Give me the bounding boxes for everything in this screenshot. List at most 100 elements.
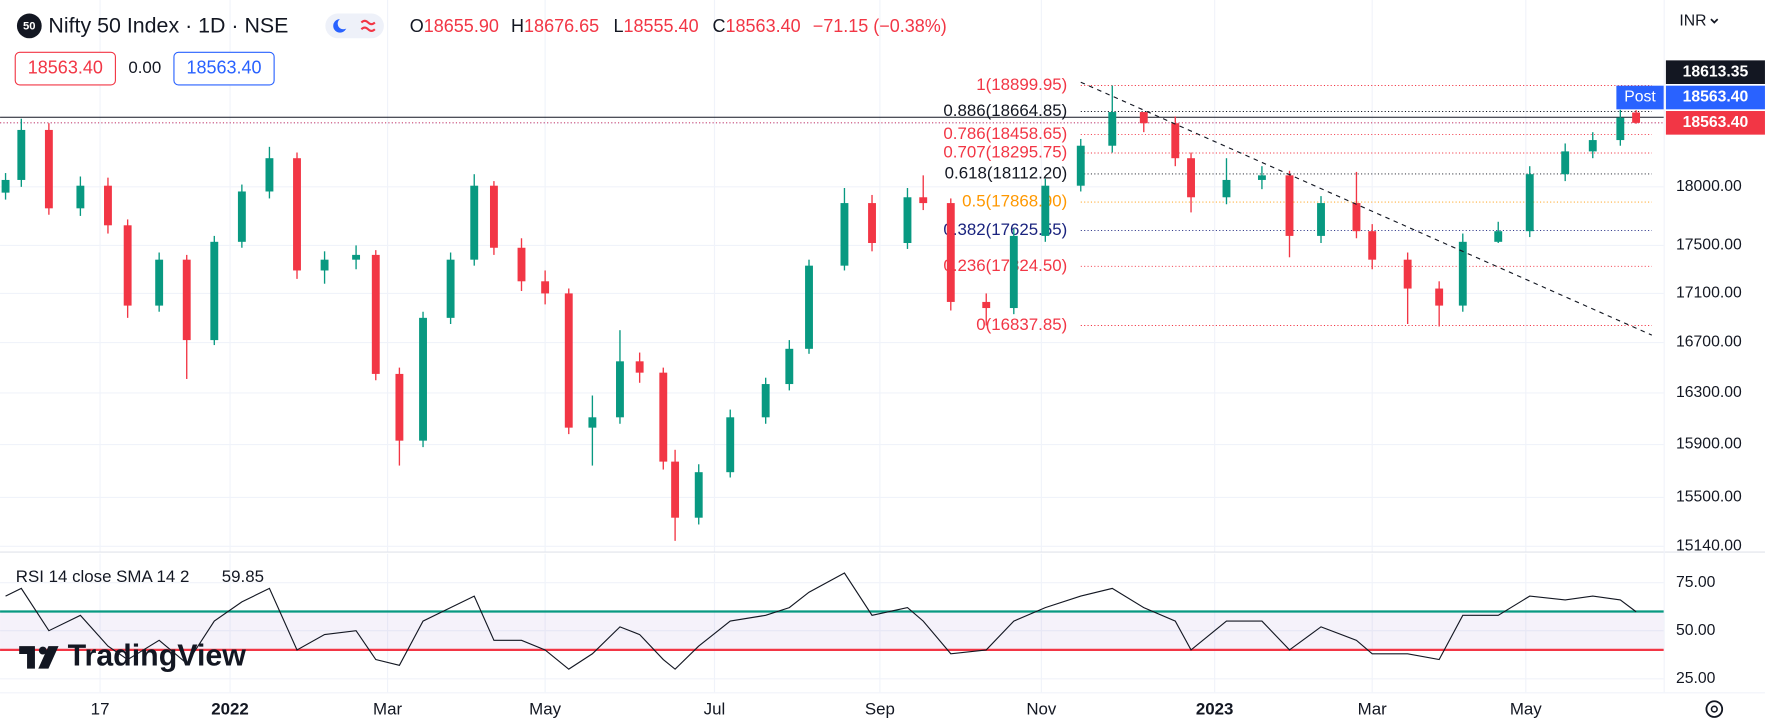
- price-label-bg: [1665, 85, 1765, 110]
- symbol-title[interactable]: Nifty 50 Index · 1D · NSE: [48, 14, 288, 38]
- fib-label: 0.786(18458.65): [943, 124, 1067, 143]
- candle-body: [616, 361, 624, 418]
- rsi-value: 59.85: [222, 567, 264, 586]
- price-tag-bg: [1616, 85, 1664, 110]
- grid: [0, 0, 1664, 693]
- ohlc-value: 18676.65: [524, 16, 599, 36]
- candle-body: [76, 185, 85, 209]
- candle-body: [371, 254, 380, 374]
- sell-price: 18563.40: [28, 57, 103, 77]
- watermark-logo: [19, 646, 59, 669]
- y-tick-label: 17500.00: [1676, 237, 1742, 254]
- price-label: 18563.40: [1683, 114, 1749, 131]
- candle-body: [104, 185, 112, 226]
- candle-body: [17, 129, 26, 180]
- ohlc-item: L18555.40: [613, 16, 698, 36]
- settings-icon[interactable]: [1705, 700, 1724, 718]
- candle-body: [1368, 231, 1377, 260]
- fib-label: 0.236(17324.50): [943, 256, 1067, 275]
- ohlc-item: C18563.40: [713, 16, 801, 36]
- currency[interactable]: INR: [1679, 13, 1706, 30]
- y-tick-label: 15140.00: [1676, 537, 1742, 554]
- y-tick-label: 25.00: [1676, 670, 1716, 687]
- ohlc-legend: O18655.90 H18676.65 L18555.40 C18563.40: [410, 16, 801, 36]
- candle-body: [1139, 112, 1148, 124]
- fib-label: 0(16837.85): [976, 315, 1067, 334]
- candle-body: [1616, 117, 1625, 141]
- x-tick-label: Sep: [865, 700, 895, 719]
- candle-body: [210, 241, 219, 341]
- candle-body: [541, 281, 550, 294]
- candle-body: [446, 259, 455, 318]
- chevron: [1710, 18, 1719, 24]
- moon-icon: [337, 18, 349, 30]
- rsi-title: RSI 14 close SMA 14 2: [16, 567, 190, 586]
- candle-body: [1458, 241, 1467, 306]
- candle-body: [1108, 112, 1117, 146]
- ohlc-value: 18555.40: [624, 16, 699, 36]
- y-tick-label: 18000.00: [1676, 178, 1742, 195]
- y-tick-label: 75.00: [1676, 574, 1716, 591]
- candle-body: [635, 361, 644, 373]
- ohlc-key: C: [713, 16, 726, 36]
- ohlc-key: H: [511, 16, 524, 36]
- y-tick-label: 50.00: [1676, 622, 1716, 639]
- candle-body: [1076, 145, 1085, 186]
- rsi-band-fill: [0, 611, 1664, 650]
- badge-text: 50: [23, 20, 36, 32]
- y-tick-label: 15900.00: [1676, 436, 1742, 453]
- candle-body: [671, 461, 680, 518]
- candle-body: [805, 265, 813, 349]
- fib-label: 0.886(18664.85): [943, 101, 1067, 120]
- x-tick-label: Mar: [373, 700, 402, 719]
- watermark: TradingView: [68, 638, 247, 672]
- ohlc-key: L: [613, 16, 623, 36]
- x-tick-label: Mar: [1358, 700, 1387, 719]
- candle-body: [1525, 174, 1534, 232]
- x-tick-label: 17: [91, 700, 110, 719]
- candle-body: [1561, 151, 1570, 175]
- candle-body: [1009, 235, 1018, 309]
- fib-label: 0.707(18295.75): [943, 142, 1067, 161]
- candle-body: [868, 203, 876, 244]
- wave-icon: [360, 19, 376, 32]
- candle-body: [1041, 185, 1050, 236]
- candle-body: [1317, 203, 1325, 236]
- candle-body: [1222, 179, 1231, 198]
- price-label: 18563.40: [1683, 89, 1749, 106]
- ohlc-key: O: [410, 16, 424, 36]
- candle-body: [982, 301, 991, 309]
- fib-label: 0.382(17625.55): [943, 220, 1067, 239]
- candle-body: [1187, 158, 1195, 198]
- candle-body: [726, 417, 735, 473]
- candle-body: [1403, 259, 1412, 289]
- x-tick-label: Jul: [704, 700, 726, 719]
- price-label: 18613.35: [1683, 63, 1749, 80]
- candle-body: [1588, 140, 1597, 152]
- ohlc-item: O18655.90: [410, 16, 499, 36]
- x-tick-label: 2023: [1196, 700, 1234, 719]
- candle-body: [1494, 231, 1503, 242]
- settings-icon: [1710, 705, 1718, 713]
- candle-body: [761, 384, 770, 418]
- candle-body: [123, 225, 132, 306]
- rsi-line: [5, 572, 1637, 670]
- y-tick-label: 16700.00: [1676, 334, 1742, 351]
- fib-label: 1(18899.95): [976, 75, 1067, 94]
- candle-body: [489, 185, 498, 248]
- logo-shape: [38, 646, 47, 655]
- sell-button[interactable]: [14, 51, 116, 86]
- candle-body: [903, 197, 912, 244]
- logo-shape: [19, 646, 35, 669]
- price-label-bg: [1665, 60, 1765, 84]
- symbol-badge[interactable]: [16, 13, 42, 39]
- candle-body: [1352, 203, 1361, 232]
- buy-button[interactable]: [173, 51, 275, 86]
- candle-body: [694, 472, 703, 518]
- candle-body: [182, 259, 191, 341]
- candle-body: [840, 203, 849, 266]
- candle-body: [1257, 175, 1266, 180]
